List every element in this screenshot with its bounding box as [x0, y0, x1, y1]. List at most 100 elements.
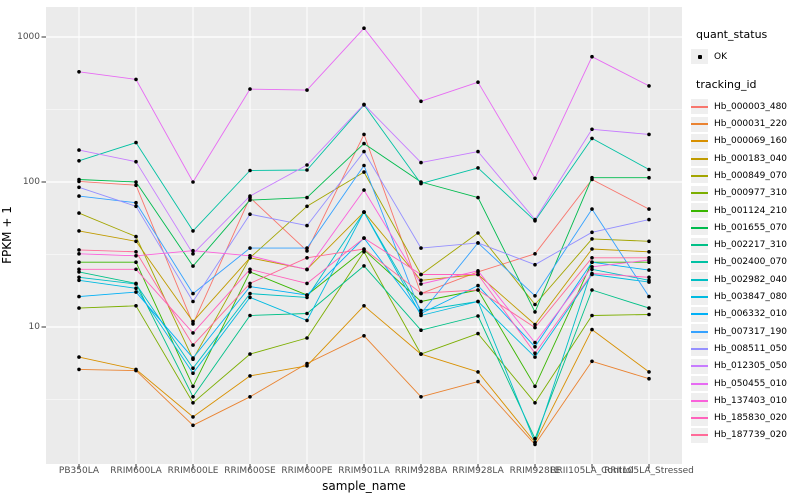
data-point: [305, 163, 309, 167]
legend-item-Hb_007317_190: Hb_007317_190: [691, 323, 799, 340]
data-point: [419, 299, 423, 304]
legend-key-swatch: [691, 237, 708, 253]
data-point: [305, 168, 309, 172]
data-point: [77, 159, 81, 163]
data-point: [305, 195, 309, 200]
legend-item-Hb_000849_070: Hb_000849_070: [691, 167, 799, 184]
x-tick-label: RRIM600LE: [167, 466, 219, 476]
data-point: [77, 278, 81, 283]
data-point: [77, 177, 81, 182]
line-chart-canvas: [41, 7, 682, 469]
data-point: [191, 371, 195, 376]
plot-panel: [41, 7, 682, 469]
data-point: [134, 159, 138, 164]
legend-title-tracking-id: tracking_id: [696, 78, 757, 92]
data-point: [362, 304, 366, 308]
data-point: [77, 355, 81, 359]
legend-label: Hb_008511_050: [714, 343, 788, 354]
legend-label: Hb_185830_020: [714, 413, 788, 424]
legend-key-swatch: [691, 168, 708, 184]
x-tick-label: RRIM600LA: [110, 466, 162, 476]
data-point: [305, 88, 309, 92]
data-point: [248, 194, 252, 198]
data-point: [647, 167, 651, 172]
data-point: [533, 436, 537, 441]
data-point: [647, 239, 651, 244]
legend-item-Hb_187739_020: Hb_187739_020: [691, 427, 799, 444]
data-point: [248, 198, 252, 202]
x-tick-label: RRIM600SE: [224, 466, 276, 476]
data-point: [362, 236, 366, 240]
data-point: [362, 334, 366, 338]
legend-key-swatch: [691, 254, 708, 270]
legend-label: Hb_000031_220: [714, 119, 788, 130]
legend-label: Hb_003847_080: [714, 292, 788, 303]
data-point: [191, 401, 195, 405]
legend-item-Hb_000003_480: Hb_000003_480: [691, 98, 799, 115]
data-point: [590, 260, 594, 264]
legend-key-swatch: [691, 220, 708, 236]
legend-label: Hb_000069_160: [714, 136, 788, 147]
legend-color-line: [691, 330, 708, 333]
data-point: [77, 270, 81, 274]
legend-color-line: [691, 105, 708, 108]
data-point: [362, 170, 366, 174]
data-point: [647, 250, 651, 254]
data-point: [362, 210, 366, 214]
data-point: [590, 265, 594, 269]
data-point: [476, 314, 480, 318]
data-point: [647, 376, 651, 381]
legend-label: Hb_000183_040: [714, 153, 788, 164]
data-point: [248, 284, 252, 289]
legend-label: Hb_000849_070: [714, 170, 788, 181]
data-point: [590, 230, 594, 235]
legend-item-Hb_000069_160: Hb_000069_160: [691, 133, 799, 150]
data-point: [476, 80, 480, 84]
legend-color-line: [691, 261, 708, 264]
data-point: [191, 229, 195, 233]
legend-item-Hb_001655_070: Hb_001655_070: [691, 219, 799, 236]
legend-key-swatch: [691, 324, 708, 340]
data-point: [362, 163, 366, 168]
legend-label: Hb_137403_010: [714, 395, 788, 406]
legend-color-line: [691, 157, 708, 160]
data-point: [134, 282, 138, 286]
data-point: [191, 291, 195, 296]
data-point: [248, 291, 252, 296]
data-point: [362, 247, 366, 251]
x-tick-label: RRII105LA_Control: [550, 466, 634, 476]
data-point: [134, 250, 138, 254]
data-point: [191, 415, 195, 419]
data-point: [305, 249, 309, 253]
data-point: [248, 212, 252, 216]
data-point: [647, 268, 651, 272]
data-point: [305, 336, 309, 340]
data-point: [191, 248, 195, 253]
legend-item-Hb_008511_050: Hb_008511_050: [691, 340, 799, 357]
data-point: [533, 401, 537, 405]
legend-color-line: [691, 140, 708, 143]
data-point: [362, 102, 366, 107]
legend-gap: [691, 65, 799, 78]
legend-color-line: [691, 382, 708, 385]
data-point: [419, 282, 423, 286]
point-icon: [697, 54, 702, 59]
data-point: [533, 340, 537, 345]
data-point: [419, 99, 423, 104]
legend-key-swatch: [691, 99, 708, 115]
legend-label: Hb_187739_020: [714, 430, 788, 441]
data-point: [647, 294, 651, 299]
data-point: [476, 370, 480, 374]
legend-key-swatch: [691, 272, 708, 288]
data-point: [191, 319, 195, 324]
legend-item-Hb_185830_020: Hb_185830_020: [691, 410, 799, 427]
x-tick-label: RRIM928LA: [452, 466, 504, 476]
data-point: [77, 294, 81, 299]
y-axis-title: FPKM + 1: [0, 206, 14, 264]
legend-key-swatch: [691, 376, 708, 392]
data-point: [647, 84, 651, 88]
data-point: [590, 127, 594, 132]
data-point: [419, 308, 423, 313]
legend-label: Hb_050455_010: [714, 378, 788, 389]
